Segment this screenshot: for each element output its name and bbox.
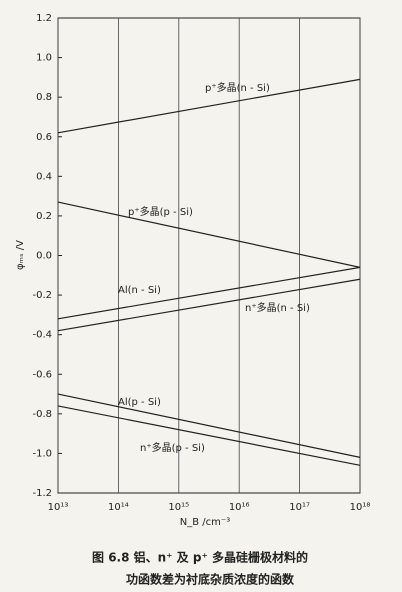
caption: 图 6.8 铝、n⁺ 及 p⁺ 多晶硅栅极材料的	[92, 550, 308, 565]
caption: 功函数差为衬底杂质浓度的函数	[126, 572, 295, 587]
series-line	[57, 201, 361, 268]
y-tick-label: 0.0	[36, 251, 52, 262]
y-tick-label: 1.0	[36, 53, 52, 64]
y-axis-label: φₘₛ /V	[15, 240, 26, 270]
x-tick-label: 10¹³	[48, 502, 69, 513]
x-axis-label: N_B /cm⁻³	[180, 517, 230, 528]
x-tick-label: 10¹⁸	[350, 502, 371, 513]
series-line	[57, 278, 361, 332]
y-tick-label: -0.8	[32, 409, 52, 420]
y-tick-label: -0.4	[32, 330, 52, 341]
x-tick-label: 10¹⁶	[229, 502, 250, 513]
series-line	[57, 393, 361, 458]
y-tick-label: 1.2	[36, 13, 52, 24]
series-line	[57, 266, 361, 320]
series-line	[57, 405, 361, 466]
series-label: Al(n - Si)	[118, 285, 161, 296]
x-tick-label: 10¹⁴	[108, 502, 129, 513]
y-tick-label: 0.2	[36, 211, 52, 222]
x-tick-label: 10¹⁷	[289, 502, 310, 513]
series-label: Al(p - Si)	[118, 397, 161, 408]
y-tick-label: -0.2	[32, 290, 52, 301]
series-label: n⁺多晶(p - Si)	[140, 441, 205, 454]
y-tick-label: 0.8	[36, 92, 52, 103]
series-label: n⁺多晶(n - Si)	[245, 301, 310, 314]
x-tick-label: 10¹⁵	[168, 502, 189, 513]
y-tick-label: -1.2	[32, 488, 52, 499]
y-tick-label: -0.6	[32, 369, 52, 380]
y-tick-label: -1.0	[32, 448, 52, 459]
y-tick-label: 0.6	[36, 132, 52, 143]
y-tick-label: 0.4	[36, 171, 52, 182]
series-label: p⁺多晶(p - Si)	[128, 205, 193, 218]
series-label: p⁺多晶(n - Si)	[205, 81, 270, 94]
series-line	[57, 78, 361, 134]
